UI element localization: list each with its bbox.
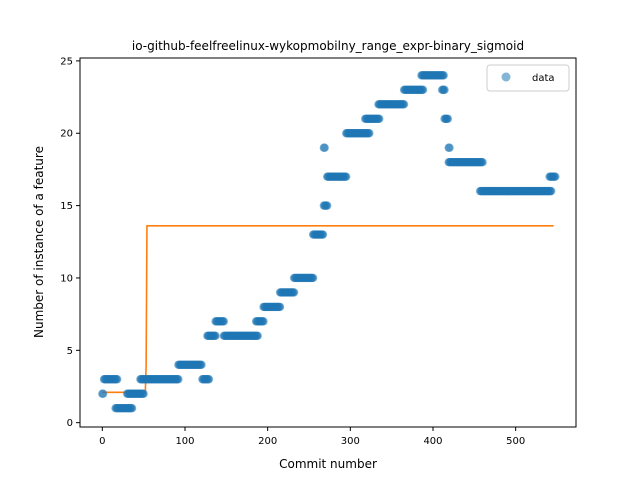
x-tick-label: 400	[423, 436, 442, 447]
data-point	[445, 143, 454, 152]
x-tick-label: 300	[341, 436, 360, 447]
data-point	[320, 143, 329, 152]
x-axis-label: Commit number	[279, 457, 377, 471]
data-point	[318, 230, 328, 239]
plot-frame	[79, 57, 577, 428]
data-point	[98, 389, 108, 398]
x-tick-label: 500	[506, 436, 525, 447]
data-point	[439, 71, 448, 80]
y-tick-label: 10	[60, 273, 73, 284]
chart-title: io-github-feelfreelinux-wykopmobilny_ran…	[132, 39, 524, 53]
data-point	[322, 201, 332, 210]
legend-box	[486, 64, 570, 92]
x-tick-label: 200	[258, 436, 277, 447]
data-point	[174, 375, 183, 384]
legend-marker	[501, 72, 511, 82]
x-tick-label: 0	[99, 436, 105, 447]
data-point	[418, 85, 428, 95]
data-point	[113, 375, 122, 384]
data-point	[253, 331, 262, 341]
data-point	[204, 375, 214, 384]
data-point	[219, 317, 229, 326]
y-tick-label: 20	[60, 129, 73, 140]
data-point	[275, 302, 285, 312]
data-point	[259, 317, 268, 326]
data-point	[365, 129, 374, 138]
legend-label: data	[532, 73, 555, 84]
data-point	[440, 85, 449, 95]
y-axis: 0 5 10 15 20 25	[60, 56, 80, 429]
data-point	[197, 360, 206, 369]
plot-area	[80, 58, 576, 427]
data-point	[547, 186, 556, 196]
data-point	[375, 114, 384, 123]
y-tick-label: 5	[67, 346, 73, 357]
data-point	[127, 403, 137, 413]
y-axis-label: Number of instance of a feature	[32, 146, 46, 338]
x-axis: 0 100 200 300 400 500	[99, 427, 525, 447]
data-point	[399, 100, 409, 109]
data-point	[478, 157, 487, 167]
data-point	[308, 273, 318, 283]
data-point	[551, 172, 560, 181]
x-tick-label: 100	[175, 436, 194, 447]
points-layer	[98, 71, 560, 413]
data-point	[443, 114, 453, 123]
y-tick-label: 0	[67, 418, 73, 429]
data-point	[289, 288, 299, 297]
data-point	[139, 389, 148, 398]
data-point	[341, 172, 351, 181]
legend: data	[486, 64, 570, 92]
y-tick-label: 25	[60, 56, 73, 67]
data-point	[211, 331, 220, 341]
y-tick-label: 15	[60, 201, 73, 212]
